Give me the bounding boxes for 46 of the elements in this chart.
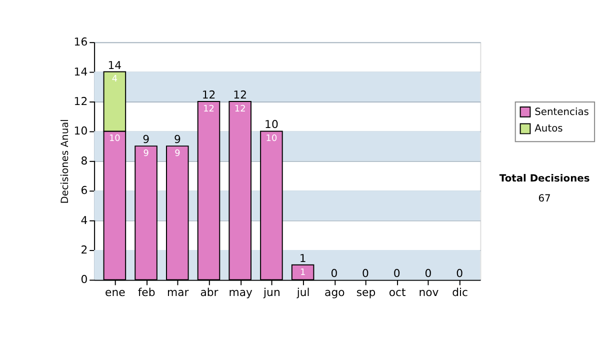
text: 67: [538, 194, 551, 205]
total-label: 12: [202, 88, 216, 102]
total-label: 0: [424, 266, 432, 280]
x-tick-label: dic: [452, 286, 468, 300]
y-tick-label: 8: [80, 154, 88, 168]
total-label: 1: [299, 252, 306, 265]
y-tick-label: 0: [80, 273, 88, 286]
x-tick-label: mar: [167, 286, 190, 300]
y-tick-label: 4: [80, 214, 88, 227]
total-label: 0: [393, 266, 400, 280]
x-tick-label: feb: [138, 286, 156, 300]
text: Total Decisiones: [499, 174, 590, 185]
y-tick-label: 12: [74, 94, 88, 108]
total-label: 0: [456, 266, 464, 280]
x-tick-label: jul: [296, 286, 310, 300]
total-label: 14: [108, 58, 122, 72]
y-tick-label: 16: [74, 36, 88, 49]
data-label: 12: [234, 104, 246, 114]
x-tick-label: oct: [388, 286, 406, 300]
data-label: 9: [143, 148, 150, 159]
total-label: 0: [362, 266, 370, 280]
data-label: 10: [266, 134, 278, 144]
data-label: 1: [300, 268, 306, 278]
y-tick-label: 14: [74, 65, 88, 78]
total-label: 9: [174, 133, 181, 146]
total-label: 10: [264, 118, 278, 132]
x-tick-label: ago: [324, 286, 346, 300]
total-label: 12: [233, 88, 248, 102]
x-tick-label: nov: [418, 286, 440, 300]
y-tick-label: 10: [74, 124, 88, 138]
data-label: 4: [112, 74, 118, 85]
data-label: 10: [109, 134, 121, 144]
y-tick-label: 6: [80, 184, 88, 198]
y-tick-label: 2: [80, 243, 88, 256]
data-label: 12: [203, 104, 214, 114]
data-label: 9: [174, 148, 181, 159]
x-tick-label: sep: [356, 286, 376, 300]
x-tick-label: ene: [105, 286, 126, 300]
y-axis-title: Decisiones Anual: [60, 119, 71, 204]
total-label: 0: [330, 266, 338, 280]
legend-label: Autos: [534, 124, 563, 135]
x-tick-label: abr: [200, 286, 219, 300]
x-tick-label: jun: [262, 286, 280, 300]
x-tick-label: may: [228, 286, 253, 300]
legend-label: Sentencias: [534, 106, 589, 118]
total-label: 9: [142, 133, 150, 146]
